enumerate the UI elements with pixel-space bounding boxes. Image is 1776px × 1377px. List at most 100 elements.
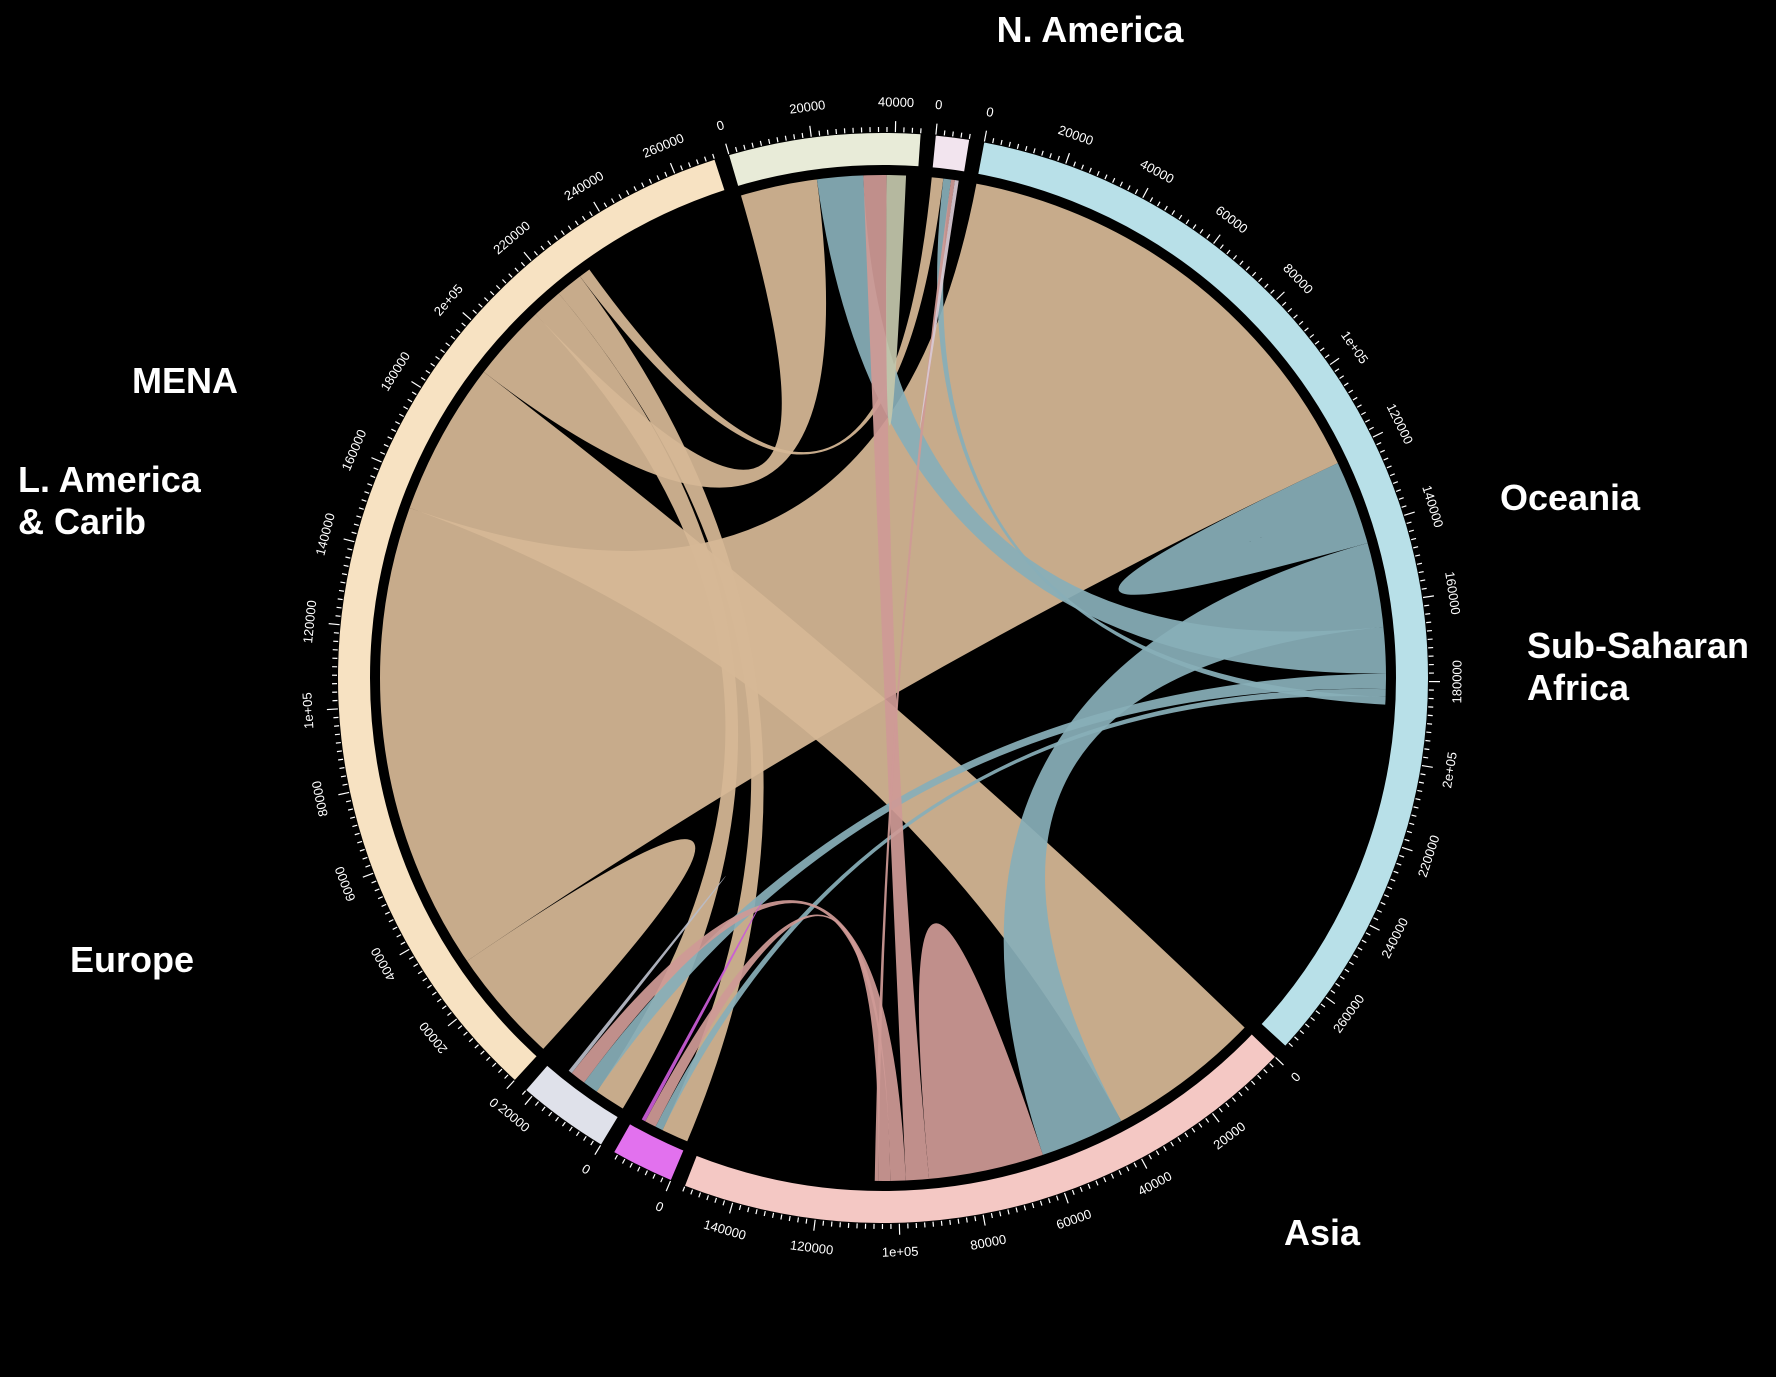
tick-label: 1e+05 (299, 692, 316, 729)
minor-tick (664, 171, 668, 177)
minor-tick (1420, 579, 1426, 582)
major-tick (1329, 357, 1340, 366)
minor-tick (540, 245, 545, 251)
minor-tick (1148, 1154, 1152, 1160)
tick-label: 220000 (490, 218, 533, 257)
minor-tick (450, 335, 456, 340)
minor-tick (341, 573, 347, 576)
minor-tick (943, 130, 946, 136)
tick-label: 2e+05 (1439, 751, 1460, 789)
minor-tick (340, 581, 346, 584)
sector-l-america-carib (614, 1121, 685, 1181)
major-tick (1212, 1112, 1220, 1123)
minor-tick (420, 377, 426, 381)
minor-tick (387, 436, 393, 440)
minor-tick (1425, 739, 1431, 742)
minor-tick (567, 225, 572, 231)
minor-tick (1231, 1097, 1236, 1102)
minor-tick (381, 903, 387, 907)
region-label-line: Europe (70, 939, 194, 980)
minor-tick (644, 1170, 648, 1176)
minor-tick (533, 250, 538, 256)
minor-tick (1171, 210, 1176, 216)
minor-tick (1368, 426, 1374, 431)
minor-tick (353, 523, 359, 527)
minor-tick (1225, 1102, 1230, 1108)
minor-tick (1095, 1180, 1099, 1186)
minor-tick (472, 309, 477, 314)
minor-tick (392, 926, 398, 930)
minor-tick (340, 775, 346, 778)
minor-tick (1258, 277, 1263, 283)
minor-tick (362, 856, 368, 860)
minor-tick (1251, 271, 1257, 277)
minor-tick (960, 132, 963, 138)
minor-tick (357, 840, 363, 844)
minor-tick (554, 235, 558, 241)
minor-tick (547, 240, 552, 246)
minor-tick (1401, 505, 1407, 508)
minor-tick (618, 194, 622, 200)
tick-label: 180000 (377, 349, 413, 394)
chord-layer (378, 173, 1388, 1183)
minor-tick (430, 362, 436, 367)
minor-tick (521, 1090, 527, 1095)
tick-label: 220000 (1415, 833, 1443, 879)
minor-tick (495, 285, 501, 290)
minor-tick (574, 220, 579, 226)
tick-label: 140000 (312, 511, 337, 557)
tick-label: 20000 (1210, 1119, 1248, 1153)
minor-tick (345, 800, 352, 803)
tick-label: 120000 (789, 1237, 834, 1257)
minor-tick (435, 355, 440, 360)
minor-tick (334, 733, 340, 736)
chord-n-america-to-mena (534, 291, 739, 1111)
minor-tick (1288, 1042, 1294, 1047)
minor-tick (1015, 1207, 1018, 1213)
minor-tick (1041, 150, 1044, 156)
tick-label: 0 (579, 1161, 593, 1178)
minor-tick (788, 1215, 791, 1222)
minor-tick (1270, 289, 1275, 294)
minor-tick (738, 1204, 742, 1211)
minor-tick (1339, 375, 1345, 380)
minor-tick (498, 1068, 503, 1074)
minor-tick (520, 261, 526, 267)
minor-tick (590, 1140, 594, 1146)
minor-tick (1315, 1010, 1321, 1015)
minor-tick (1184, 1132, 1189, 1138)
chord-sub-saharan-africa-to-sub-saharan-africa (920, 178, 960, 429)
minor-tick (514, 267, 519, 273)
minor-tick (1418, 781, 1424, 784)
minor-tick (965, 1217, 968, 1223)
tick-label: 120000 (300, 599, 319, 644)
minor-tick (695, 159, 699, 165)
minor-tick (1096, 170, 1100, 177)
region-label-sub-saharan-africa: Sub-Saharan Africa (1527, 625, 1749, 708)
major-tick (1142, 187, 1149, 199)
minor-tick (1185, 219, 1190, 225)
tick-label: 2e+05 (431, 281, 466, 318)
chord-asia-to-asia (1118, 462, 1370, 595)
minor-tick (784, 135, 787, 141)
sector-ring (338, 130, 1428, 1223)
major-tick (982, 1214, 986, 1226)
major-tick (328, 623, 340, 626)
minor-tick (359, 848, 365, 852)
sector-separator (716, 152, 740, 203)
minor-tick (641, 182, 645, 188)
minor-tick (818, 130, 821, 136)
region-label-mena: MENA (132, 360, 238, 401)
minor-tick (491, 1062, 497, 1068)
minor-tick (1320, 1003, 1326, 1008)
major-tick (1325, 996, 1336, 1005)
minor-tick (411, 391, 417, 396)
region-label-line: Sub-Saharan (1527, 625, 1749, 666)
minor-tick (1426, 621, 1432, 624)
minor-tick (1415, 798, 1421, 801)
minor-tick (417, 970, 423, 975)
tick-label: 40000 (1135, 1168, 1174, 1198)
minor-tick (1376, 442, 1382, 446)
minor-tick (735, 146, 738, 153)
minor-tick (1073, 161, 1077, 167)
